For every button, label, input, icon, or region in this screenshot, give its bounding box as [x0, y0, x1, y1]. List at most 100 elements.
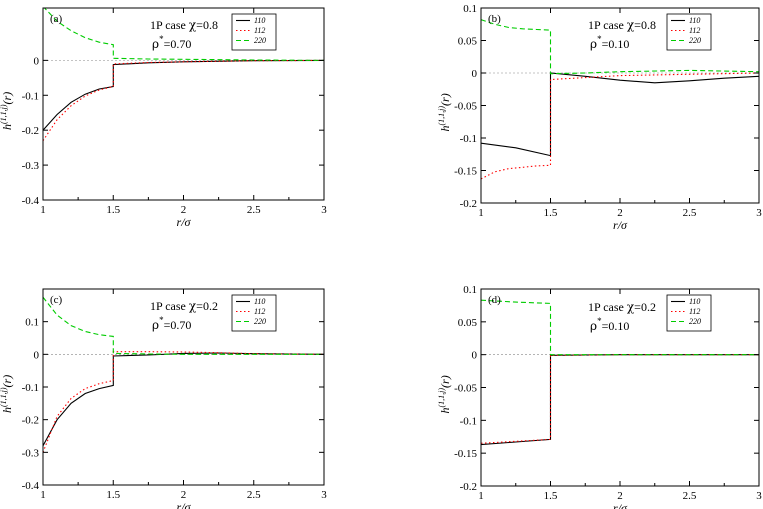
annotation-line-1: 1P case χ=0.2 — [150, 299, 218, 313]
legend-label-110: 110 — [689, 16, 700, 25]
x-tick-label: 3 — [756, 207, 762, 219]
x-tick-label: 1.5 — [106, 489, 120, 501]
y-tick-label: -0.15 — [454, 166, 477, 178]
y-tick-label: -0.1 — [460, 133, 477, 145]
annotation-line-2: ρ*=0.10 — [590, 34, 629, 51]
series-line-110 — [43, 352, 324, 447]
series-line-112 — [43, 351, 324, 453]
y-label-sup: (1,1,j) — [437, 106, 446, 126]
x-tick-label: 1.5 — [544, 207, 558, 219]
annotation-chi: χ — [627, 300, 635, 314]
y-tick-label: 0.05 — [458, 36, 478, 48]
series-line-112 — [481, 354, 759, 444]
y-tick-label: -0.2 — [460, 481, 477, 493]
y-label-sup: (1,1,j) — [0, 387, 8, 407]
annotation-chi: χ — [189, 18, 197, 32]
annotation-chi: χ — [189, 299, 197, 313]
y-tick-label: -0.1 — [22, 382, 39, 394]
legend-label-220: 220 — [254, 36, 266, 45]
legend-label-110: 110 — [254, 16, 265, 25]
x-axis-label: r/σ — [613, 501, 628, 509]
annotation-rho-value: =0.70 — [164, 37, 192, 51]
x-tick-label: 1 — [40, 204, 46, 216]
x-tick-label: 1 — [478, 490, 484, 502]
x-tick-label: 1 — [40, 489, 46, 501]
x-tick-label: 2.5 — [683, 490, 697, 502]
annotation-star: * — [159, 315, 164, 325]
annotation-line-2: ρ*=0.10 — [590, 316, 629, 333]
annotation-line-2: ρ*=0.70 — [152, 315, 191, 332]
annotation-line-1: 1P case χ=0.2 — [588, 300, 656, 314]
x-axis-label: r/σ — [177, 500, 192, 509]
x-tick-label: 3 — [756, 490, 762, 502]
annotation-chi-value: =0.2 — [196, 299, 218, 313]
series-line-110 — [481, 72, 759, 157]
annotation-rho: ρ — [152, 318, 159, 332]
panel-c: 1 1.5 2 2.5 3 -0.4 -0.3 -0.2 -0.1 0 0.1 r/σ h(1,1,j)… — [0, 288, 327, 509]
legend-label-112: 112 — [254, 26, 265, 35]
x-tick-label: 2.5 — [247, 204, 261, 216]
annotation-case: 1P case — [588, 300, 624, 314]
y-tick-label: -0.4 — [22, 480, 40, 492]
y-axis-label: h(1,1,j)(r) — [437, 93, 452, 131]
panel-label: (d) — [488, 294, 501, 306]
y-label-r: (r) — [0, 375, 14, 388]
legend-label-112: 112 — [254, 307, 265, 316]
x-tick-label: 2.5 — [247, 489, 261, 501]
y-tick-label: -0.05 — [454, 383, 477, 395]
annotation-case: 1P case — [150, 299, 186, 313]
y-tick-label: -0.1 — [22, 90, 39, 102]
y-axis-label: h(1,1,j)(r) — [0, 92, 14, 130]
annotation-rho-value: =0.10 — [602, 37, 630, 51]
annotation-line-1: 1P case χ=0.8 — [150, 18, 218, 32]
series-line-220 — [43, 8, 324, 61]
y-tick-label: 0.1 — [463, 3, 477, 15]
series-line-220 — [481, 19, 759, 75]
y-tick-label: 0.1 — [463, 284, 477, 296]
legend-label-112: 112 — [689, 26, 700, 35]
legend-label-220: 220 — [689, 317, 701, 326]
annotation-case: 1P case — [588, 18, 624, 32]
series-line-110 — [481, 354, 759, 446]
y-label-r: (r) — [0, 92, 14, 105]
annotation-case: 1P case — [150, 18, 186, 32]
annotation-star: * — [159, 34, 164, 44]
annotation-star: * — [597, 316, 602, 326]
y-tick-label: 0 — [472, 350, 478, 362]
legend-label-220: 220 — [689, 36, 701, 45]
legend-label-220: 220 — [254, 317, 266, 326]
series-line-112 — [481, 72, 759, 180]
series-line-220 — [43, 296, 324, 355]
x-axis-label: r/σ — [177, 215, 192, 229]
annotation-rho-value: =0.10 — [602, 319, 630, 333]
x-tick-label: 2.5 — [683, 207, 697, 219]
y-tick-label: 0 — [472, 68, 478, 80]
y-tick-label: 0.1 — [25, 317, 39, 329]
x-tick-label: 2 — [181, 489, 187, 501]
annotation-line-2: ρ*=0.70 — [152, 34, 191, 51]
y-tick-label: -0.2 — [22, 125, 39, 137]
x-tick-label: 1.5 — [106, 204, 120, 216]
series-line-112 — [43, 59, 324, 142]
x-tick-label: 3 — [321, 204, 327, 216]
y-label-h: h — [0, 407, 14, 413]
y-tick-label: -0.4 — [22, 195, 40, 207]
y-tick-label: -0.05 — [454, 101, 477, 113]
annotation-chi-value: =0.2 — [634, 300, 656, 314]
annotation-chi-value: =0.8 — [634, 18, 656, 32]
annotation-rho: ρ — [152, 37, 159, 51]
x-tick-label: 1.5 — [544, 490, 558, 502]
annotation-rho: ρ — [590, 37, 597, 51]
x-tick-label: 2 — [617, 207, 623, 219]
annotation-star: * — [597, 34, 602, 44]
panel-b: 1 1.5 2 2.5 3-0.2-0.15-0.1-0.0500.050.1r/σh(… — [437, 3, 762, 232]
y-label-h: h — [438, 408, 452, 414]
annotation-chi-value: =0.8 — [196, 18, 218, 32]
y-tick-label: -0.15 — [454, 448, 477, 460]
panel-a: 1 1.5 2 2.5 3 -0.4 -0.3 -0.2 -0.1 0 r/σ h(1,1,j)(r)… — [0, 7, 327, 229]
y-tick-label: -0.3 — [22, 447, 40, 459]
annotation-chi: χ — [627, 18, 635, 32]
y-label-r: (r) — [438, 375, 452, 388]
y-label-r: (r) — [438, 93, 452, 106]
